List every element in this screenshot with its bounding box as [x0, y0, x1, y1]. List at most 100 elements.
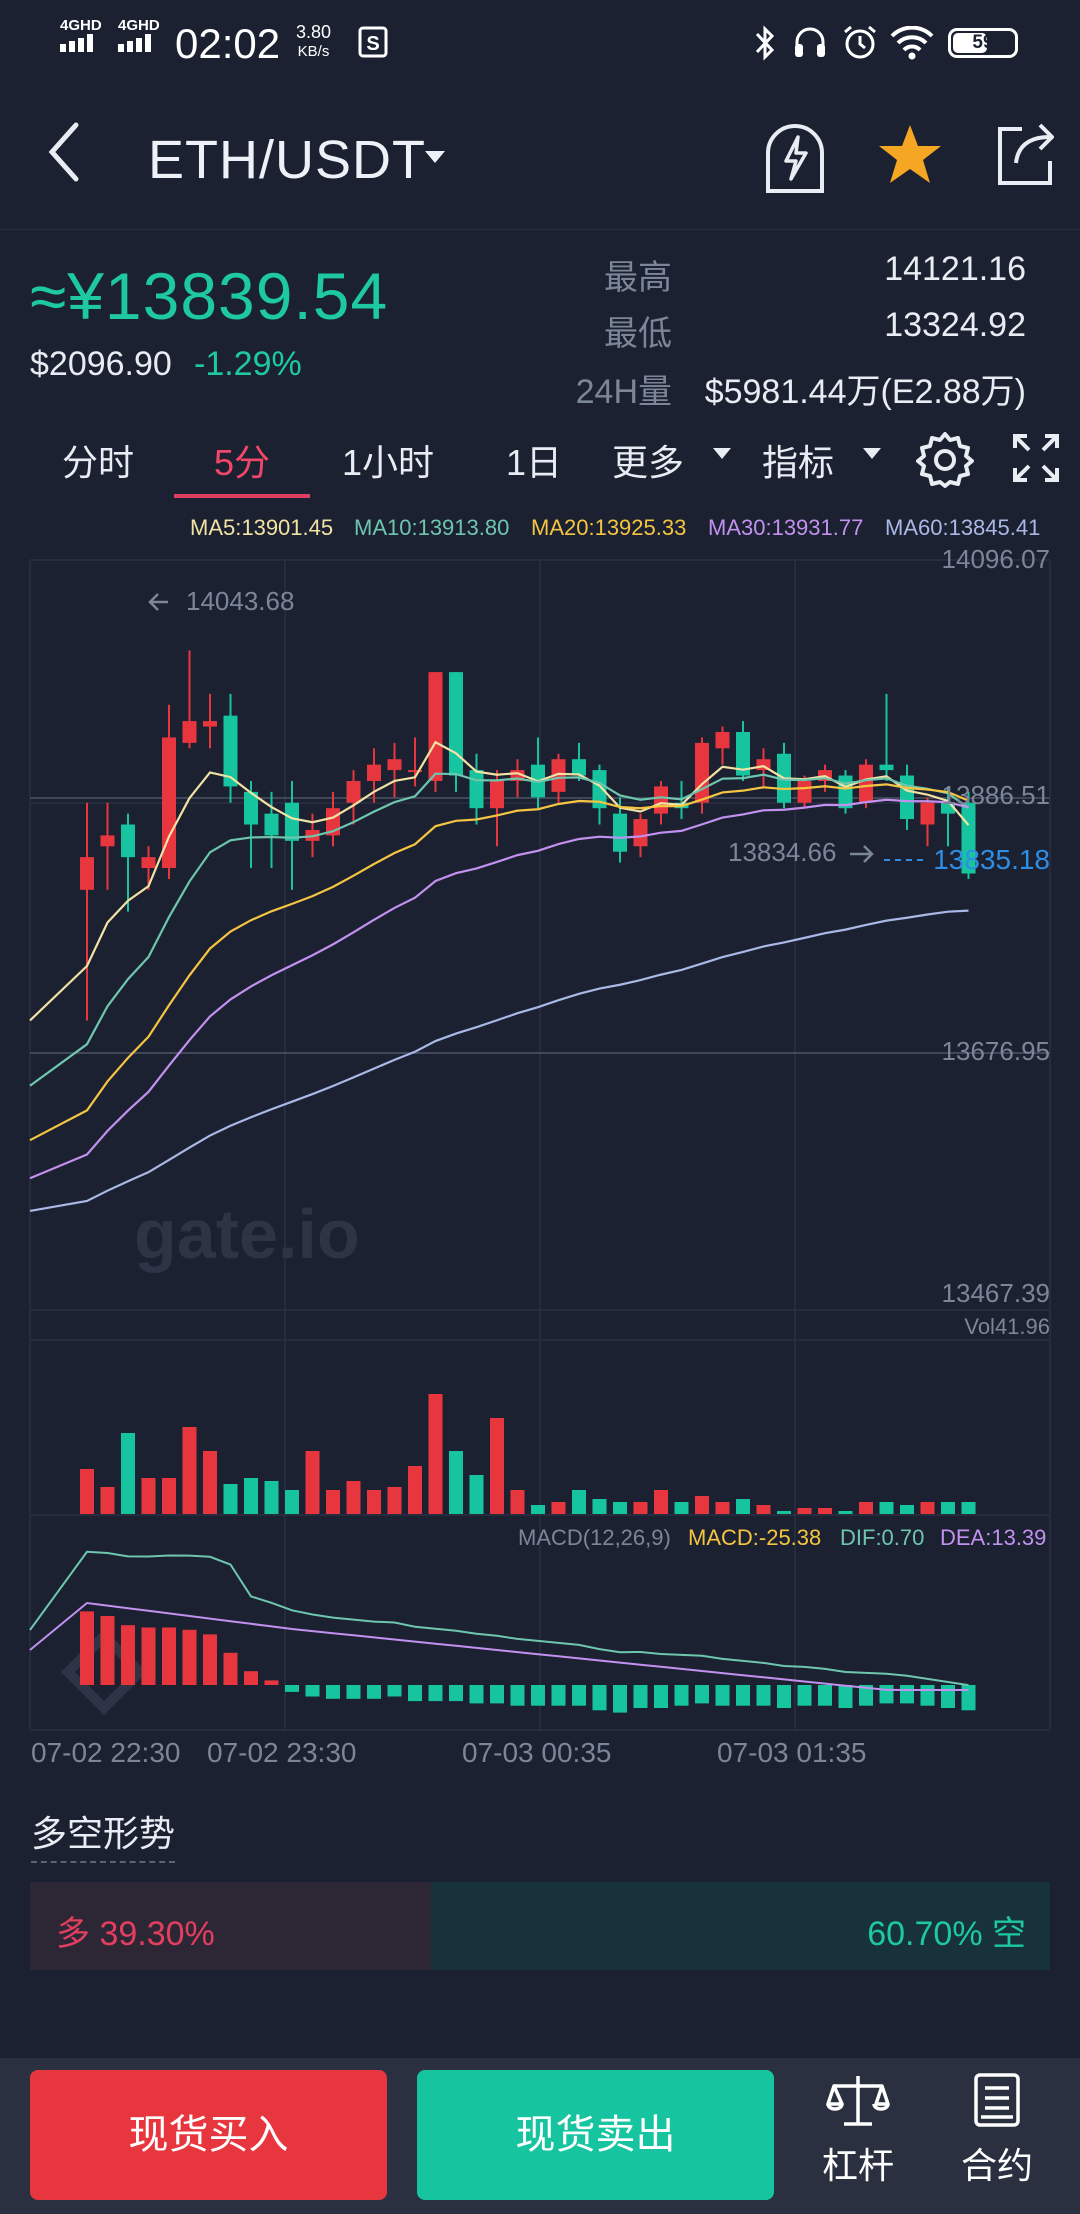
volume-bar	[264, 1481, 279, 1514]
document-icon	[974, 2073, 1020, 2127]
candle-body	[264, 813, 279, 836]
short-ratio-fill	[430, 1882, 1050, 1970]
long-ratio-fill	[30, 1882, 431, 1970]
macd-bar	[346, 1685, 361, 1699]
candle-body	[346, 780, 361, 803]
tab-1day[interactable]: 1日	[506, 442, 563, 483]
leverage-button[interactable]: 杠杆	[803, 2072, 913, 2189]
tab-indicators[interactable]: 指标	[762, 442, 835, 483]
low-value: 13324.92	[884, 306, 1026, 344]
macd-bar	[592, 1685, 607, 1711]
ma30-legend: MA30:13931.77	[708, 515, 864, 540]
active-tab-underline	[174, 494, 310, 498]
pair-dropdown-icon[interactable]	[425, 151, 445, 163]
candle-body	[100, 835, 115, 847]
candle-body	[449, 672, 463, 776]
ma5-line	[29, 740, 970, 1022]
volume-bar	[756, 1505, 771, 1514]
volume-bar	[551, 1502, 566, 1514]
macd-bar	[900, 1685, 914, 1704]
candle-body	[613, 813, 627, 852]
favorite-star-icon[interactable]	[878, 123, 942, 185]
dea-line	[29, 1601, 969, 1691]
kline-chart[interactable]: gate.io 14043.68 13834.66 13835.18	[0, 540, 1080, 1740]
volume-bar	[633, 1502, 648, 1514]
candle-body	[859, 764, 873, 803]
spot-buy-button[interactable]: 现货买入	[30, 2070, 387, 2200]
volume-bar	[531, 1505, 545, 1514]
volume-bar	[305, 1451, 320, 1514]
macd-bar	[428, 1685, 443, 1702]
macd-bar	[756, 1685, 771, 1706]
long-short-title: 多空形势	[31, 1805, 176, 1863]
pair-title[interactable]: ETH/USDT	[148, 130, 426, 190]
volume-label: Vol41.96	[964, 1314, 1050, 1339]
interval-tabs: 分时 5分 1小时 1日 更多 指标	[0, 420, 1080, 500]
macd-bar	[223, 1652, 238, 1685]
volume-bar	[941, 1502, 955, 1514]
network-indicator-1: 4GHD	[60, 18, 106, 56]
settings-gear-icon[interactable]	[916, 430, 974, 488]
network-speed: 3.80 KB/s	[296, 22, 331, 62]
fullscreen-icon[interactable]	[1012, 432, 1060, 484]
macd-bar	[449, 1685, 463, 1702]
macd-bar	[490, 1685, 504, 1704]
macd-bar	[531, 1685, 545, 1706]
battery-level: 59	[972, 32, 994, 53]
status-time: 02:02	[175, 20, 281, 67]
candle-body	[920, 802, 935, 825]
macd-bar	[695, 1685, 709, 1704]
candle-body	[367, 764, 381, 781]
price-axis-top: 14096.07	[941, 544, 1050, 574]
more-dropdown-icon[interactable]	[713, 448, 731, 459]
macd-bar	[367, 1685, 381, 1699]
candle-body	[121, 824, 135, 858]
macd-bar	[469, 1685, 484, 1704]
macd-bar	[305, 1685, 320, 1697]
ma20-line	[29, 783, 969, 1142]
macd-bar	[613, 1685, 627, 1713]
volume-bar	[674, 1502, 689, 1514]
volume-bar	[920, 1502, 935, 1514]
gate-io-watermark: gate.io	[60, 1195, 360, 1716]
candle-body	[941, 802, 955, 814]
candle-body	[551, 759, 566, 792]
macd-bar	[818, 1685, 832, 1706]
ma10-legend: MA10:13913.80	[354, 515, 510, 540]
dea-value: DEA:13.39	[940, 1525, 1047, 1550]
tab-more[interactable]: 更多	[612, 442, 685, 483]
leverage-label: 杠杆	[821, 2145, 894, 2186]
high-label: 最高	[604, 259, 672, 297]
tab-time-sharing[interactable]: 分时	[62, 442, 135, 483]
macd-bar	[879, 1685, 894, 1704]
ma5-legend: MA5:13901.45	[190, 515, 334, 540]
macd-bar	[797, 1685, 812, 1706]
min-price-marker: 13834.66	[728, 837, 874, 867]
volume-bar	[510, 1490, 525, 1514]
last-price-usd: $2096.90	[30, 345, 172, 383]
contract-button[interactable]: 合约	[942, 2072, 1052, 2189]
battery-indicator: 59	[948, 28, 1018, 58]
back-icon[interactable]	[44, 119, 84, 185]
tab-5min[interactable]: 5分	[214, 442, 271, 483]
ma10-line	[29, 772, 970, 1087]
spot-sell-button[interactable]: 现货卖出	[417, 2070, 774, 2200]
current-price-marker: 13835.18	[884, 844, 1050, 875]
share-icon[interactable]	[992, 119, 1058, 189]
volume-bar	[141, 1478, 156, 1514]
volume-bar	[121, 1433, 135, 1514]
current-price-value: 13835.18	[933, 844, 1050, 875]
tab-1hour[interactable]: 1小时	[342, 442, 435, 483]
macd-bar	[121, 1625, 135, 1685]
macd-bar	[859, 1685, 873, 1706]
price-alert-icon[interactable]	[760, 119, 830, 195]
macd-name: MACD(12,26,9)	[518, 1525, 671, 1550]
candle-body	[797, 780, 812, 803]
macd-bar	[100, 1616, 115, 1685]
time-axis-label-1: 07-02 22:30	[31, 1737, 181, 1768]
indicators-dropdown-icon[interactable]	[863, 448, 881, 459]
macd-bar	[920, 1685, 935, 1706]
ma60-legend: MA60:13845.41	[885, 515, 1041, 540]
macd-bar	[80, 1611, 94, 1685]
high-value: 14121.16	[884, 250, 1026, 288]
